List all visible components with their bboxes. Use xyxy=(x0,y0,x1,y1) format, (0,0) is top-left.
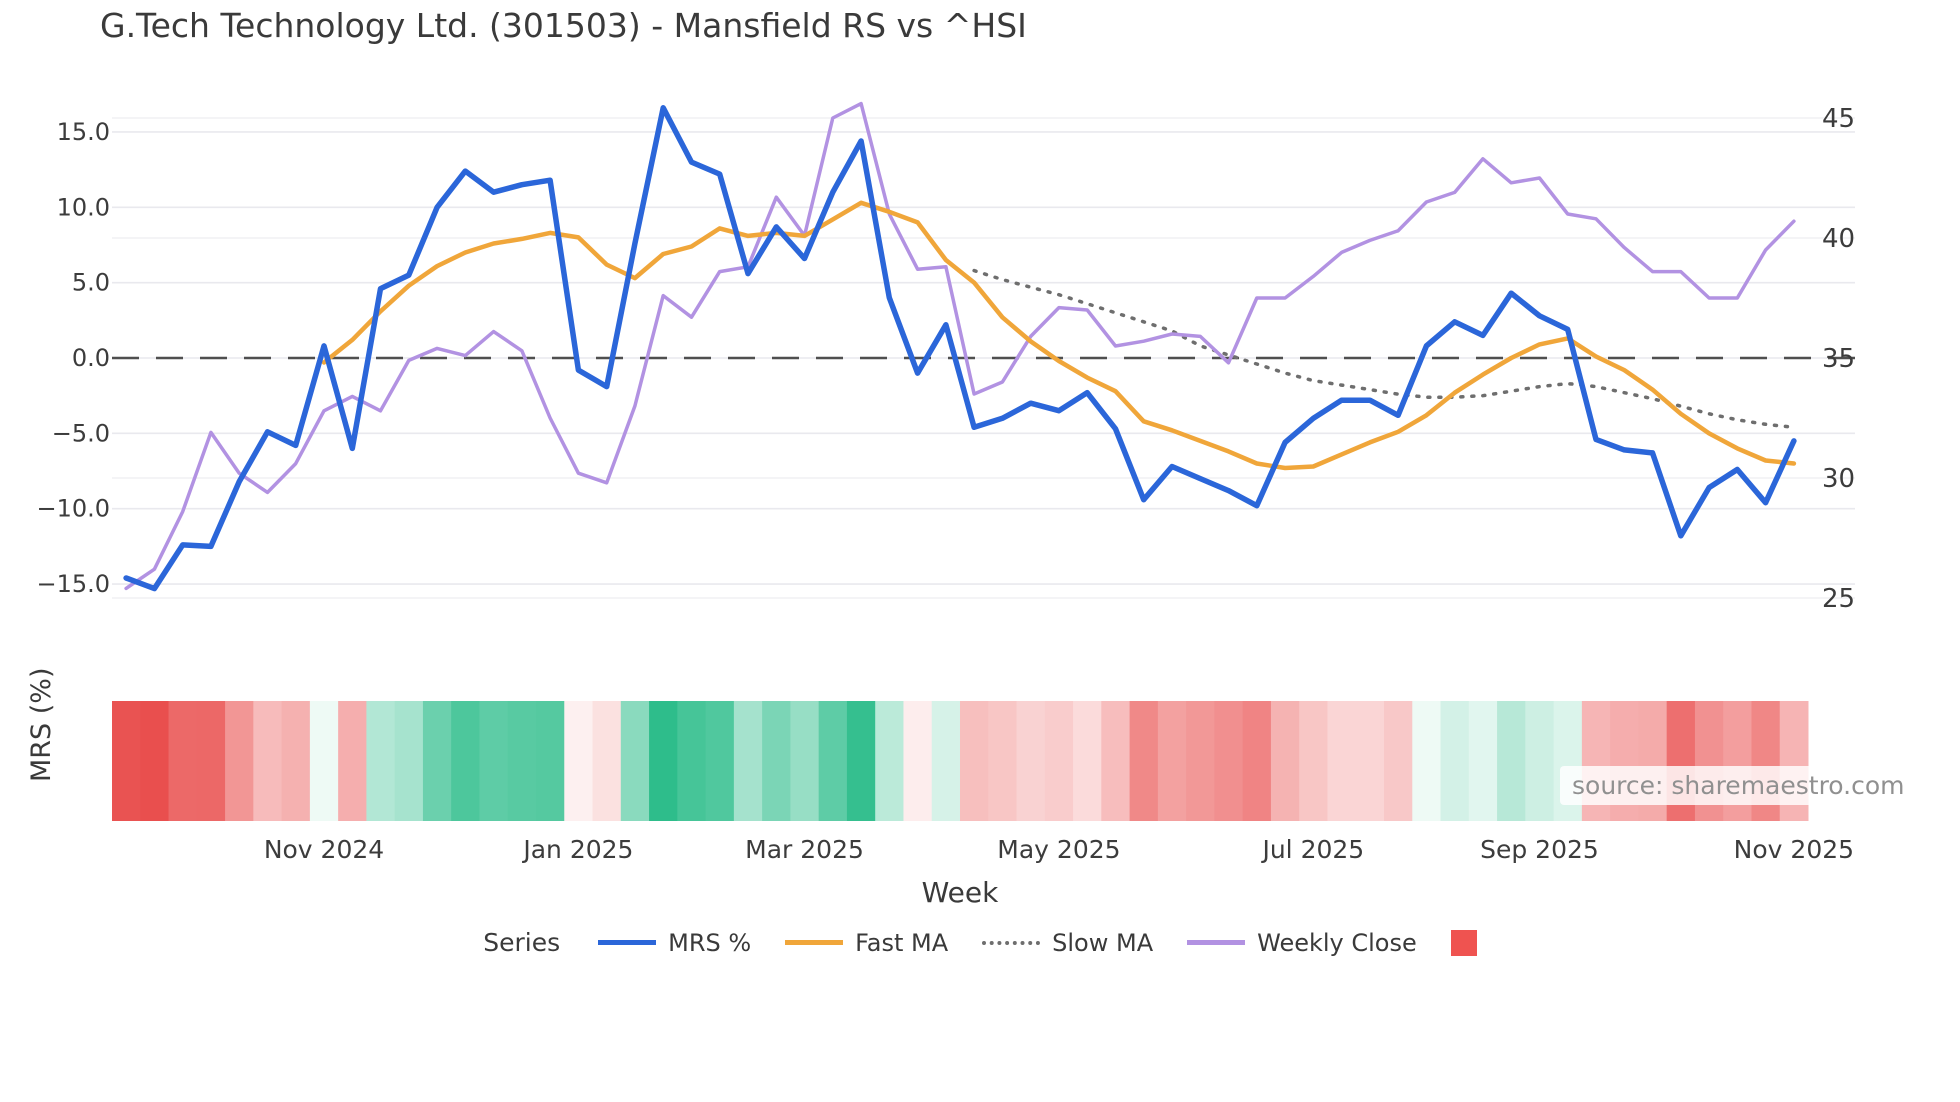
heatmap-cell xyxy=(422,701,452,821)
slow-ma-swatch-icon xyxy=(982,940,1041,945)
tick-label: 40 xyxy=(1822,224,1855,254)
heatmap-cell xyxy=(507,701,537,821)
tick-label: 15.0 xyxy=(57,118,110,146)
heatmap-cell xyxy=(875,701,904,821)
legend-item-mrs: MRS % xyxy=(598,929,751,957)
tick-label: Jan 2025 xyxy=(521,835,633,864)
tick-label: May 2025 xyxy=(997,835,1120,864)
heatmap-cell xyxy=(1468,701,1498,821)
heatmap-cell xyxy=(1412,701,1442,821)
heatmap-cell xyxy=(564,701,594,821)
heatmap-cell xyxy=(394,701,424,821)
heatmap-cell xyxy=(960,701,989,821)
heatmap-cell xyxy=(790,701,820,821)
heatmap-cell xyxy=(1525,701,1555,821)
tick-label: Sep 2025 xyxy=(1480,835,1599,864)
legend-item-label: Slow MA xyxy=(1052,928,1154,957)
heatmap-cell xyxy=(818,701,848,821)
heatmap-cell xyxy=(903,701,933,821)
x-axis-title: Week xyxy=(921,876,999,909)
heatmap-cell xyxy=(536,701,565,821)
heatmap-cell xyxy=(1129,701,1159,821)
heatmap-cell xyxy=(1327,701,1357,821)
heatmap-cell xyxy=(649,701,678,821)
legend-item-heatmap xyxy=(1450,929,1477,956)
heatmap-cell xyxy=(140,701,170,821)
heatmap-cell xyxy=(1101,701,1131,821)
legend-item-label: Weekly Close xyxy=(1257,928,1417,957)
heatmap-cell xyxy=(733,701,763,821)
weekly-close-swatch-icon xyxy=(1187,940,1246,945)
heatmap-cell xyxy=(1073,701,1102,821)
heatmap-cell xyxy=(1044,701,1074,821)
chart-title: G.Tech Technology Ltd. (301503) - Mansfi… xyxy=(100,6,1027,45)
tick-label: 35 xyxy=(1822,344,1855,374)
heatmap-cell xyxy=(1440,701,1470,821)
legend-item-fast-ma: Fast MA xyxy=(785,929,948,957)
heatmap-cell xyxy=(846,701,876,821)
heatmap-cell xyxy=(762,701,791,821)
heatmap-cell xyxy=(1157,701,1187,821)
mrs-line-swatch-icon xyxy=(598,940,657,945)
fast-ma-line xyxy=(321,200,1797,471)
heatmap-cell xyxy=(366,701,396,821)
heatmap-cell xyxy=(225,701,254,821)
heatmap-cell xyxy=(451,701,480,821)
legend-item-slow-ma: Slow MA xyxy=(982,929,1153,957)
gridlines xyxy=(112,117,1855,599)
heatmap-cell xyxy=(1299,701,1328,821)
legend-item-label: Fast MA xyxy=(855,928,949,957)
tick-label: −15.0 xyxy=(36,570,110,598)
heatmap-cell xyxy=(1270,701,1300,821)
legend-title: Series xyxy=(483,928,561,957)
tick-label: Nov 2025 xyxy=(1734,835,1854,864)
heatmap-cell xyxy=(479,701,509,821)
tick-label: 25 xyxy=(1822,584,1855,614)
mrs-line xyxy=(123,105,1797,592)
tick-label: Jul 2025 xyxy=(1260,835,1364,864)
heatmap-swatch-icon xyxy=(1450,929,1477,956)
heatmap-cell xyxy=(1497,701,1526,821)
tick-label: 45 xyxy=(1822,104,1855,134)
tick-label: −5.0 xyxy=(52,419,110,447)
fast-ma-swatch-icon xyxy=(785,940,844,945)
heatmap-cell xyxy=(1242,701,1272,821)
tick-label: 30 xyxy=(1822,464,1855,494)
heatmap-cell xyxy=(1186,701,1215,821)
heatmap-cell xyxy=(705,701,735,821)
tick-label: −10.0 xyxy=(36,495,110,523)
heatmap-cell xyxy=(1016,701,1046,821)
heatmap-cell xyxy=(988,701,1018,821)
heatmap-cell xyxy=(253,701,283,821)
tick-label: 5.0 xyxy=(72,269,110,297)
heatmap-strip xyxy=(112,701,1809,821)
heatmap-cell xyxy=(592,701,622,821)
legend: Series MRS % Fast MA Slow MA Weekly Clos… xyxy=(0,928,1960,957)
tick-labels: 15.0 10.0 5.0 0.0 −5.0 −10.0 −15.0 45 40 35 30 25 No… xyxy=(36,104,1855,864)
heatmap-cell xyxy=(1214,701,1244,821)
heatmap-cell xyxy=(620,701,650,821)
legend-item-label: MRS % xyxy=(668,928,752,957)
heatmap-cell xyxy=(1355,701,1385,821)
heatmap-cell xyxy=(281,701,311,821)
tick-label: Nov 2024 xyxy=(264,835,384,864)
heatmap-cell xyxy=(168,701,198,821)
heatmap-cell xyxy=(309,701,339,821)
heatmap-cell xyxy=(677,701,707,821)
heatmap-cell xyxy=(931,701,961,821)
heatmap-cell xyxy=(338,701,367,821)
weekly-close-line xyxy=(124,101,1796,591)
heatmap-cell xyxy=(112,701,141,821)
tick-label: 0.0 xyxy=(72,344,110,372)
legend-item-weekly-close: Weekly Close xyxy=(1187,929,1417,957)
heatmap-cell xyxy=(196,701,226,821)
tick-label: 10.0 xyxy=(57,193,110,221)
slow-ma-line xyxy=(972,268,1796,430)
source-watermark: source: sharemaestro.com xyxy=(1560,766,1917,805)
tick-label: Mar 2025 xyxy=(745,835,864,864)
heatmap-cell xyxy=(1384,701,1413,821)
